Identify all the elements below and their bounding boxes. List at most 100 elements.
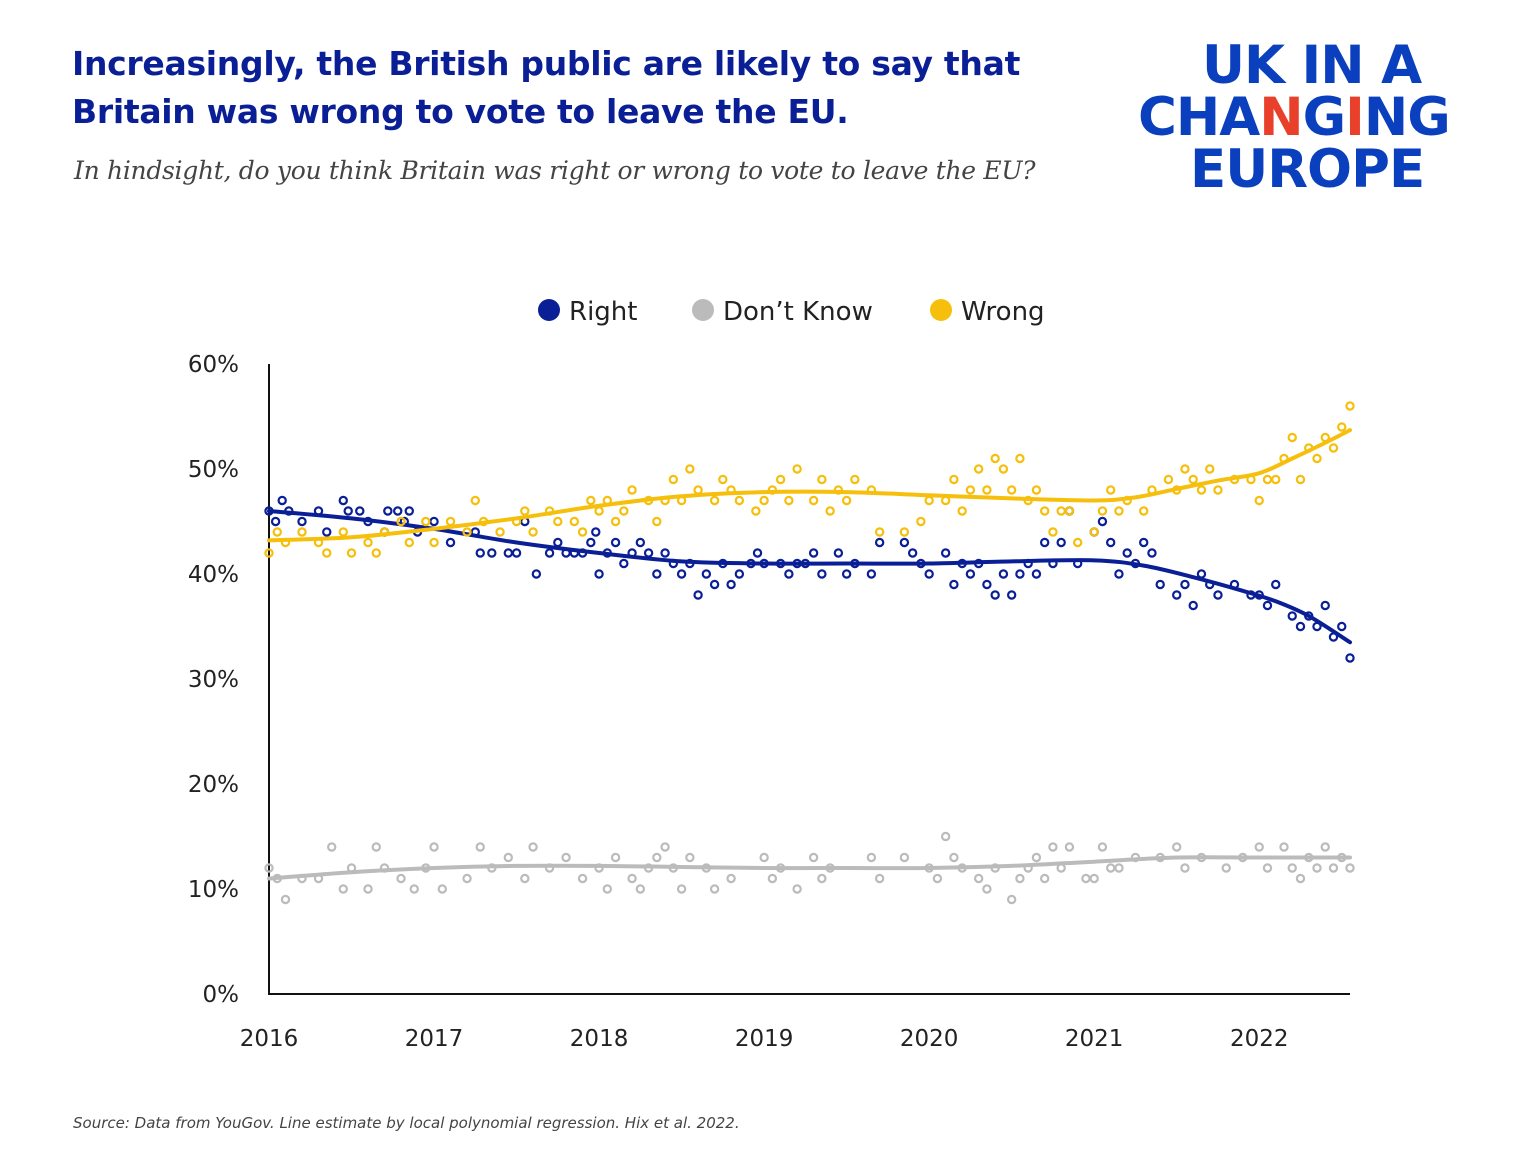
data-point [1064, 842, 1075, 852]
data-point [718, 474, 728, 485]
data-point [1287, 863, 1297, 873]
data-point [784, 495, 794, 506]
chart-subtitle: In hindsight, do you think Britain was r… [74, 156, 1036, 185]
plot-area [264, 401, 1355, 905]
data-point [404, 537, 414, 548]
data-point [1114, 506, 1124, 516]
data-point [264, 863, 274, 873]
data-point [1056, 537, 1066, 548]
data-point [421, 516, 431, 527]
data-point [495, 527, 505, 537]
y-tick-label: 0% [203, 982, 240, 1008]
data-point [1312, 863, 1322, 873]
data-point [1006, 894, 1017, 905]
data-point [949, 579, 959, 590]
data-point [429, 537, 439, 548]
data-point [355, 506, 365, 516]
data-point [272, 527, 282, 537]
data-point [1295, 621, 1306, 632]
data-point [652, 852, 662, 863]
data-point [1345, 653, 1355, 663]
data-point [1139, 537, 1149, 548]
data-point [685, 852, 695, 863]
data-point [998, 569, 1009, 579]
data-point [1213, 485, 1223, 495]
legend-marker [538, 299, 560, 321]
data-point [833, 548, 844, 558]
data-point [808, 852, 819, 863]
data-point [1163, 474, 1174, 485]
data-point [874, 873, 885, 884]
series-wrong [264, 401, 1355, 558]
data-point [1295, 474, 1306, 485]
data-point [841, 569, 852, 579]
data-point [1105, 485, 1116, 495]
data-point [383, 506, 393, 516]
data-point [1172, 842, 1182, 852]
data-point [619, 558, 629, 569]
data-point [1006, 590, 1017, 600]
legend-label: Right [569, 297, 637, 327]
data-point [1048, 527, 1058, 537]
data-point [1188, 474, 1198, 485]
data-point [1337, 621, 1347, 632]
data-point [726, 579, 736, 590]
data-point [1271, 579, 1281, 590]
data-point [1188, 600, 1198, 611]
data-point [327, 842, 337, 852]
trend-line-right [267, 509, 1352, 645]
data-point [1056, 506, 1066, 516]
logo-line-3: EUROPE [1190, 139, 1425, 200]
data-point [1337, 422, 1347, 432]
data-point [924, 569, 934, 579]
data-point [462, 873, 472, 884]
data-point [1114, 863, 1124, 873]
data-point [619, 506, 629, 516]
data-point [685, 464, 695, 474]
data-point [899, 537, 910, 548]
data-point [371, 548, 381, 558]
data-point [561, 852, 571, 863]
uk-in-a-changing-europe-logo: UK IN A CHANGING EUROPE [1138, 39, 1478, 200]
data-point [916, 516, 926, 527]
data-point [1345, 863, 1355, 873]
data-point [591, 527, 601, 537]
data-point [949, 852, 959, 863]
data-point [511, 548, 522, 558]
data-point [445, 537, 456, 548]
data-point [701, 569, 712, 579]
data-point [396, 873, 406, 884]
x-tick-label: 2016 [240, 1026, 299, 1052]
data-point [1180, 863, 1190, 873]
x-tick-label: 2022 [1230, 1026, 1289, 1052]
data-point [874, 527, 885, 537]
data-point [866, 569, 877, 579]
data-point [544, 548, 555, 558]
data-point [808, 495, 819, 506]
data-point [280, 894, 291, 905]
data-point [503, 852, 514, 863]
data-point [610, 537, 621, 548]
data-point [643, 548, 654, 558]
data-point [965, 485, 976, 495]
data-point [1072, 537, 1083, 548]
data-point [1015, 569, 1025, 579]
data-point [949, 474, 959, 485]
data-point [553, 537, 563, 548]
data-point [1320, 842, 1330, 852]
data-point [1039, 537, 1050, 548]
data-point [1048, 842, 1058, 852]
data-point [990, 590, 1000, 600]
data-point [990, 453, 1000, 464]
data-point [346, 548, 357, 558]
data-point [1039, 506, 1050, 516]
data-point [932, 873, 943, 884]
data-point [1320, 600, 1330, 611]
data-point [470, 495, 480, 506]
data-point [586, 495, 596, 506]
data-point [429, 842, 439, 852]
data-point [940, 548, 951, 558]
data-point [866, 852, 877, 863]
data-point [676, 569, 687, 579]
data-point [610, 516, 621, 527]
